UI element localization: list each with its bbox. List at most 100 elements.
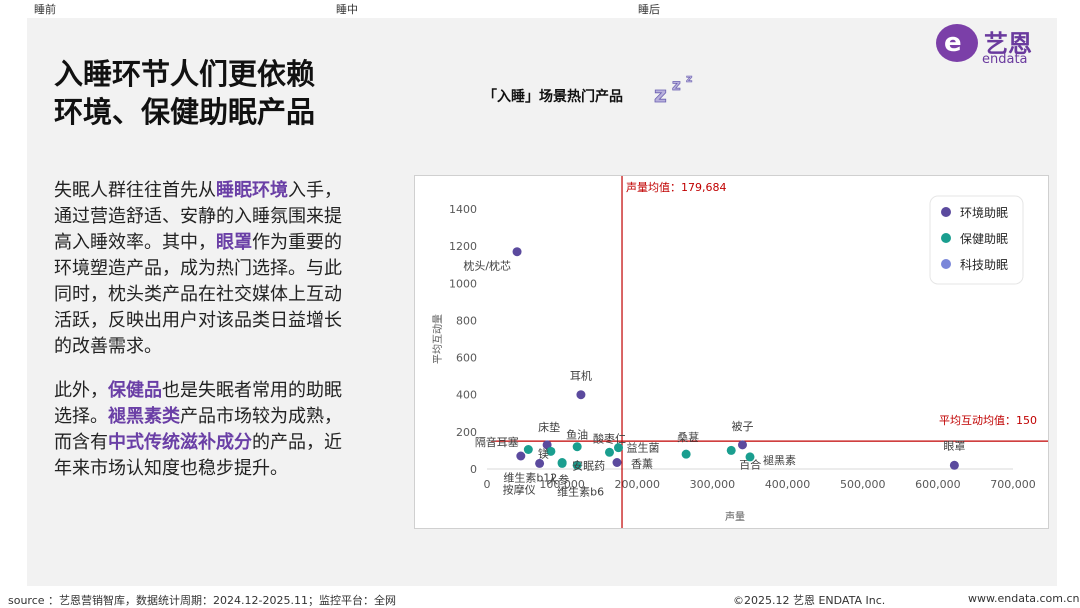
data-point: [614, 443, 623, 453]
highlight-keyword: 睡眠环境: [216, 180, 288, 201]
body-text: 失眠人群往往首先从睡眠环境入手，通过营造舒适、安静的入睡氛围来提高入睡效率。其中…: [54, 178, 344, 500]
y-tick-label: 0: [470, 463, 477, 476]
tab-after-sleep[interactable]: 睡后: [638, 3, 660, 16]
body-text-run: 失眠人群往往首先从: [54, 180, 216, 201]
point-label: 眼罩: [943, 439, 965, 452]
point-label: 安眠药: [572, 458, 605, 472]
y-tick-label: 1400: [449, 203, 477, 216]
data-point: [612, 458, 622, 467]
y-tick-label: 200: [456, 426, 477, 439]
svg-text:z: z: [686, 72, 692, 85]
zzz-sleep-icon: z z z: [654, 72, 693, 106]
point-label: 隔音耳塞: [475, 435, 519, 449]
footer-copyright: ©2025.12 艺恩 ENDATA Inc.: [733, 594, 886, 607]
data-point: [542, 440, 552, 450]
page-title-line1: 入睡环节人们更依赖: [54, 57, 316, 91]
footer-website[interactable]: www.endata.com.cn: [968, 592, 1080, 605]
highlight-keyword: 保健品: [108, 380, 162, 401]
data-point: [572, 460, 582, 470]
point-label: 枕头/枕芯: [463, 259, 511, 273]
tab-before-sleep[interactable]: 睡前: [34, 3, 56, 16]
data-point: [604, 447, 614, 457]
data-point: [681, 449, 691, 459]
body-paragraph: 失眠人群往往首先从睡眠环境入手，通过营造舒适、安静的入睡氛围来提高入睡效率。其中…: [54, 178, 344, 360]
body-paragraph: 此外，保健品也是失眠者常用的助眠选择。褪黑素类产品市场较为成熟，而含有中式传统滋…: [54, 378, 344, 482]
logo-mark: e: [936, 24, 978, 62]
logo-name-cn: 艺恩: [984, 30, 1032, 58]
legend-marker: [941, 259, 951, 269]
legend-marker: [941, 207, 951, 217]
logo-name-en: endata: [982, 52, 1028, 67]
svg-text:z: z: [672, 76, 681, 94]
body-text-run: 入手，通过营造舒适、安静的入睡氛围来提高入睡效率。其中，: [54, 180, 342, 253]
y-tick-label: 1200: [449, 240, 477, 253]
y-axis-label: 平均互动量: [432, 314, 444, 364]
top-tab-bar: 睡前 睡中 睡后: [0, 0, 1080, 18]
x-tick-label: 0: [484, 478, 491, 491]
highlight-keyword: 眼罩: [216, 232, 252, 253]
point-label: 人参: [547, 472, 569, 486]
x-tick-label: 500,000: [840, 478, 886, 491]
point-label: 鱼油: [566, 428, 588, 442]
x-tick-label: 100,000: [539, 478, 585, 491]
legend-marker: [941, 233, 951, 243]
data-point: [535, 458, 545, 468]
point-label: 香薰: [631, 457, 653, 471]
data-point: [949, 460, 959, 470]
data-point: [557, 458, 567, 468]
point-label: 益生菌: [627, 441, 660, 455]
data-point: [523, 445, 533, 454]
body-text-run: 产品市场较为成熟，而含有: [54, 406, 342, 453]
svg-text:z: z: [654, 83, 667, 106]
point-label: 桑葚: [677, 431, 699, 444]
point-label: 酸枣仁: [593, 431, 626, 445]
y-mean-label: 平均互动均值：150: [939, 414, 1037, 427]
data-point: [546, 446, 556, 456]
y-tick-label: 600: [456, 352, 477, 365]
legend-label: 保健助眠: [960, 232, 1008, 246]
page-title: 入睡环节人们更依赖 环境、保健助眠产品: [54, 55, 315, 131]
chart-container: 0 200 400 600 800 1000 1200 1400 0 100,000 200,000…: [414, 175, 1049, 529]
y-tick-label: 1000: [449, 277, 477, 290]
point-label: 被子: [731, 420, 753, 433]
x-axis-label: 声量: [725, 510, 745, 523]
highlight-keyword: 褪黑素类: [108, 406, 180, 427]
scatter-chart: 0 200 400 600 800 1000 1200 1400 0 100,000 200,000…: [432, 176, 1048, 528]
x-tick-label: 700,000: [990, 478, 1036, 491]
body-text-run: 作为重要的环境塑造产品，成为热门选择。与此同时，枕头类产品在社交媒体上互动活跃，…: [54, 232, 342, 357]
x-tick-label: 400,000: [765, 478, 811, 491]
data-point: [745, 452, 755, 462]
highlight-keyword: 中式传统滋补成分: [108, 432, 252, 453]
y-tick-label: 800: [456, 314, 477, 327]
body-text-run: 的产品，近年来市场认知度也稳步提升。: [54, 432, 342, 479]
point-label: 百合: [739, 457, 761, 471]
x-tick-label: 300,000: [690, 478, 736, 491]
endata-logo: e 艺恩 endata: [936, 24, 1051, 67]
data-point: [512, 247, 522, 257]
body-text-run: 也是失眠者常用的助眠选择。: [54, 380, 342, 427]
legend-label: 环境助眠: [960, 205, 1008, 220]
x-mean-label: 声量均值：179,684: [626, 180, 727, 194]
point-label: 耳机: [570, 369, 592, 383]
data-point: [516, 451, 526, 461]
x-tick-label: 200,000: [615, 478, 661, 491]
point-label: 维生素b6: [557, 485, 604, 499]
data-point: [576, 390, 586, 400]
x-tick-label: 600,000: [915, 478, 961, 491]
data-point: [726, 445, 736, 455]
tab-during-sleep[interactable]: 睡中: [336, 3, 358, 16]
legend-label: 科技助眠: [960, 258, 1008, 272]
page-title-line2: 环境、保健助眠产品: [54, 95, 316, 129]
footer-source: source ：艺恩营销智库，数据统计周期：2024.12-2025.11；监控…: [8, 594, 396, 607]
point-label: 镁: [538, 446, 549, 460]
y-tick-label: 400: [456, 389, 477, 402]
data-point: [737, 440, 747, 450]
body-text-run: 此外，: [54, 380, 108, 401]
point-label: 床垫: [538, 420, 560, 434]
legend-box: [929, 195, 1024, 285]
point-label: 维生素b12: [503, 471, 557, 485]
data-point: [572, 442, 582, 452]
point-label: 按摩仪: [503, 482, 536, 496]
chart-title: 「入睡」场景热门产品: [483, 89, 623, 105]
point-label: 褪黑素: [763, 453, 796, 467]
